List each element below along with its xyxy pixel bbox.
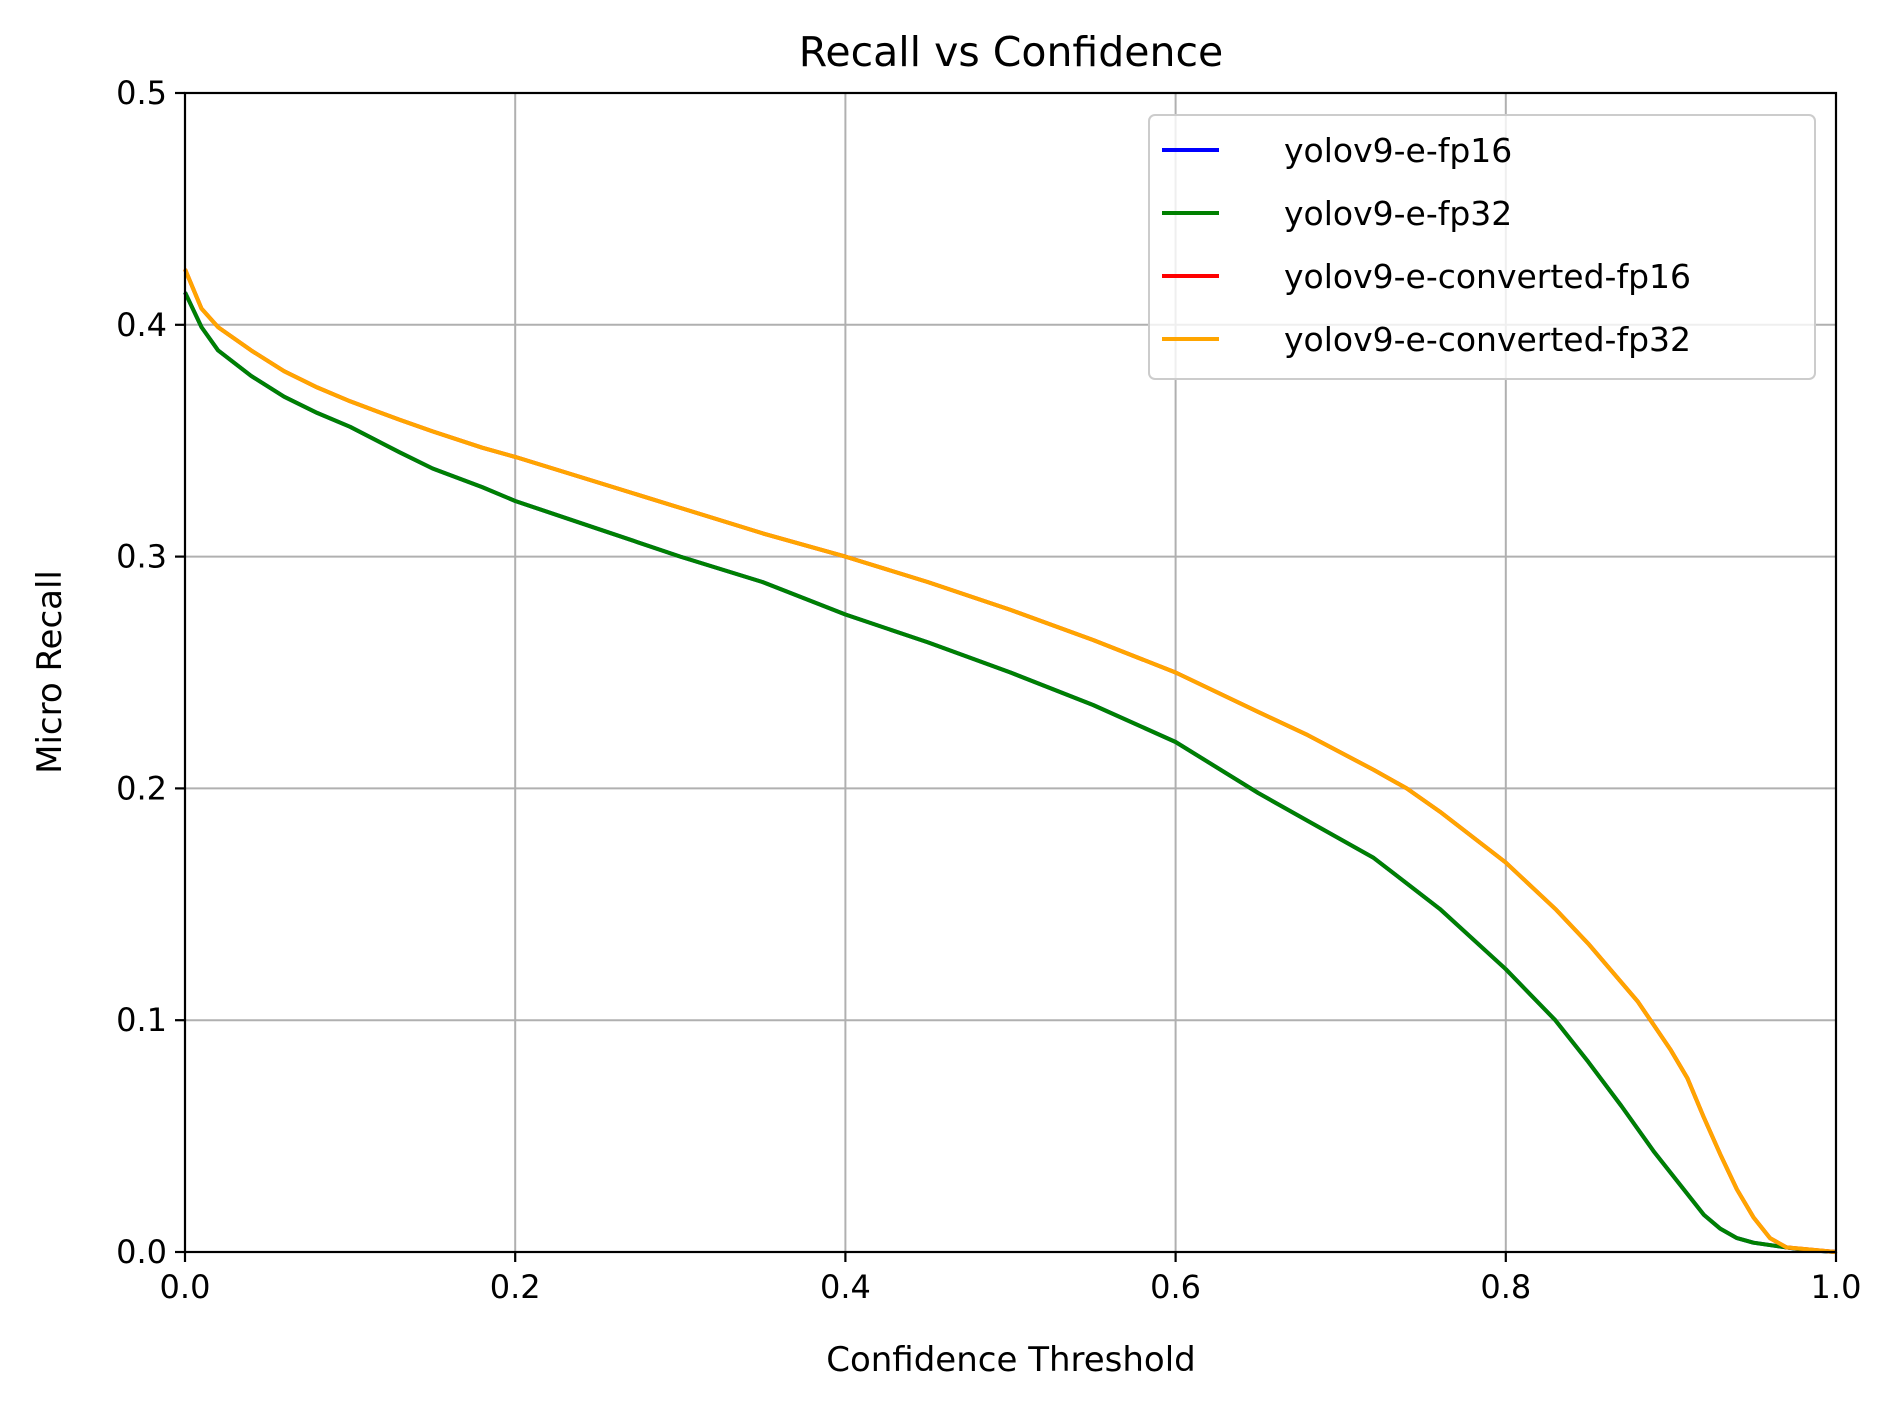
x-tick-label: 0.8 (1480, 1268, 1531, 1306)
y-tick-label: 0.4 (116, 306, 167, 344)
legend-label-yolov9-e-fp16: yolov9-e-fp16 (1284, 131, 1512, 170)
series-line-yolov9-e-converted-fp32 (183, 268, 1837, 1254)
y-tick-label: 0.0 (116, 1233, 167, 1271)
legend-box (1148, 114, 1816, 380)
y-tick-label: 0.2 (116, 769, 167, 807)
legend-label-yolov9-e-converted-fp16: yolov9-e-converted-fp16 (1284, 257, 1691, 296)
y-axis-label: Micro Recall (30, 570, 70, 774)
legend-label-yolov9-e-converted-fp32: yolov9-e-converted-fp32 (1284, 320, 1691, 359)
x-tick-label: 0.2 (490, 1268, 541, 1306)
axis-ticks: 0.0 0.2 0.4 0.6 0.8 1.0 0.0 0.1 0.2 0.3 0.4 0.5 (116, 74, 1861, 1306)
series-line-yolov9-e-fp32 (183, 291, 1837, 1254)
legend: yolov9-e-fp16 yolov9-e-fp32 yolov9-e-conve… (1148, 114, 1816, 380)
x-tick-label: 0.6 (1150, 1268, 1201, 1306)
legend-label-yolov9-e-fp32: yolov9-e-fp32 (1284, 194, 1512, 233)
x-tick-label: 0.4 (820, 1268, 871, 1306)
plot-frame (183, 91, 1838, 1254)
x-axis-label: Confidence Threshold (826, 1340, 1196, 1380)
x-tick-label: 0.0 (160, 1268, 211, 1306)
y-tick-label: 0.1 (116, 1001, 167, 1039)
y-tick-label: 0.3 (116, 538, 167, 576)
chart-title: Recall vs Confidence (799, 28, 1224, 76)
series-lines (183, 268, 1837, 1254)
y-tick-label: 0.5 (116, 74, 167, 112)
x-tick-label: 1.0 (1811, 1268, 1862, 1306)
